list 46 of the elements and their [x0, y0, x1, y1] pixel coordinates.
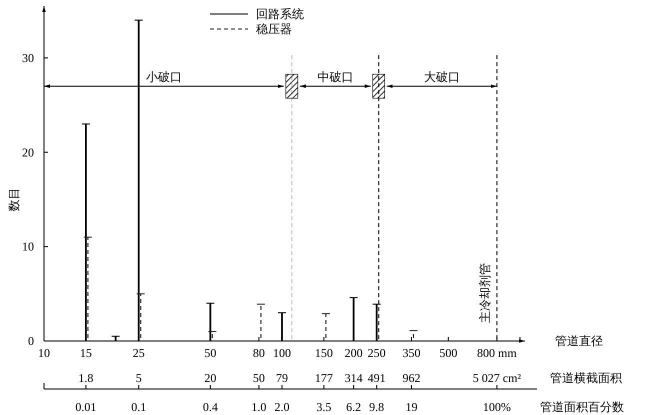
y-tick-label: 10: [22, 240, 34, 254]
y-axis-title: 数目: [7, 187, 21, 212]
x-tick-label: 25: [132, 346, 145, 360]
x-axis-title: 管道直径: [555, 334, 603, 348]
category-label: 0.4: [202, 400, 218, 414]
category-label: 5: [136, 371, 142, 385]
category-label: 6.2: [346, 400, 362, 414]
x-tick-label: 800 mm: [477, 346, 518, 360]
category-label: 100%: [482, 400, 511, 414]
annotation: 中破口: [317, 70, 354, 84]
category-label: 20: [204, 371, 216, 385]
legend-label: 回路系统: [256, 7, 304, 21]
category-label: 1.8: [78, 371, 94, 385]
x-tick-label: 10: [38, 346, 50, 360]
x-tick-label: 80: [252, 346, 265, 360]
category-label: 491: [368, 371, 386, 385]
category-label: 5 027 cm²: [472, 371, 522, 385]
category-label: 2.0: [274, 400, 290, 414]
y-tick-label: 0: [28, 334, 34, 348]
y-tick-label: 20: [22, 145, 34, 160]
category-label: 50: [252, 371, 265, 385]
category-label: 9.8: [369, 400, 384, 414]
x-tick-label: 50: [204, 346, 216, 360]
x-tick-label: 250: [368, 346, 386, 360]
ref-line-label: 主冷却剂管: [478, 263, 492, 323]
category-label: 3.5: [316, 400, 332, 414]
category-label: 177: [314, 371, 333, 385]
legend-label: 稳压器: [256, 22, 292, 36]
x-tick-label: 200: [344, 346, 363, 360]
y-tick-label: 30: [22, 50, 34, 65]
x-tick-label: 15: [80, 346, 92, 360]
x-tick-label: 150: [314, 346, 333, 360]
x-tick-label: 100: [272, 346, 291, 360]
text: 管道横截面积: [550, 371, 622, 385]
category-label: 0.01: [75, 400, 96, 414]
category-label: 314: [344, 371, 363, 385]
x-tick-label: 350: [402, 346, 420, 360]
category-label: 19: [405, 400, 418, 414]
annotation: 大破口: [424, 70, 460, 84]
x-tick-label: 500: [439, 346, 458, 360]
category-label: 1.0: [251, 400, 266, 414]
category-label: 0.1: [131, 400, 146, 414]
text: 管道面积百分数: [540, 400, 624, 414]
annotation: 小破口: [146, 70, 182, 84]
category-label: 79: [276, 371, 288, 385]
category-label: 962: [402, 371, 420, 385]
